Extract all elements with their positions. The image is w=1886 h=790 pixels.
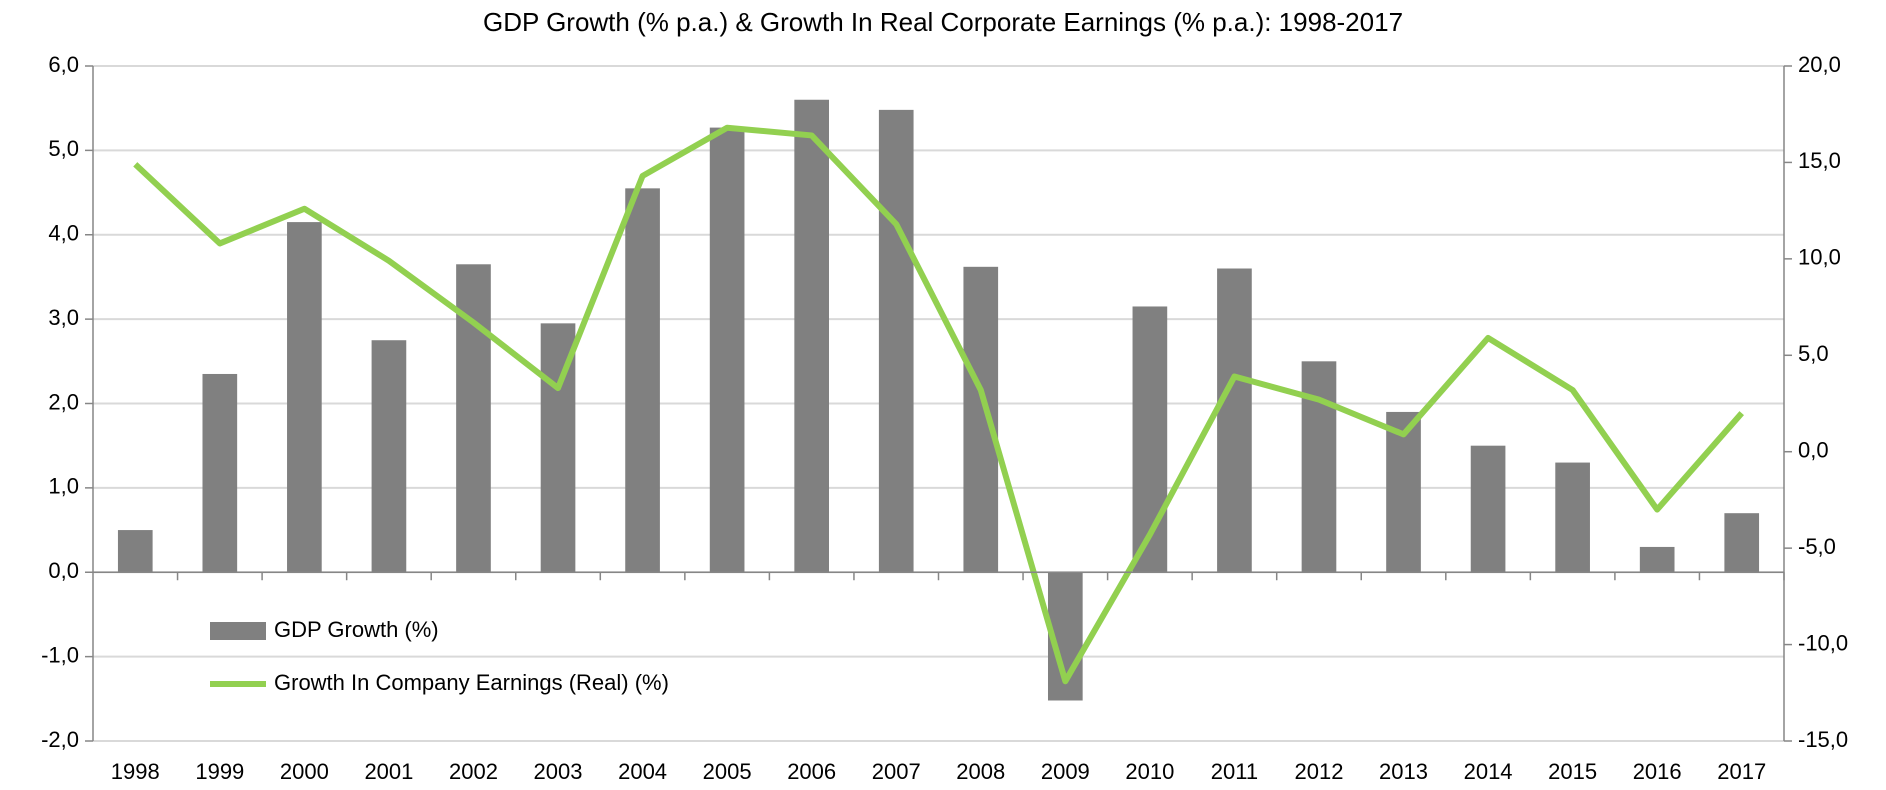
x-tick-label: 2014 bbox=[1464, 759, 1513, 784]
x-tick-label: 1998 bbox=[111, 759, 160, 784]
bar bbox=[963, 266, 999, 573]
x-tick-label: 2013 bbox=[1379, 759, 1428, 784]
y2-tick-label: 15,0 bbox=[1798, 148, 1841, 173]
bar bbox=[878, 109, 914, 573]
x-tick-label: 2010 bbox=[1125, 759, 1174, 784]
bar bbox=[1386, 411, 1421, 573]
y-tick-label: 5,0 bbox=[48, 136, 79, 161]
y2-tick-label: 10,0 bbox=[1798, 245, 1841, 270]
bar bbox=[117, 530, 153, 573]
bar bbox=[1132, 306, 1168, 573]
bar bbox=[1724, 513, 1760, 573]
legend-label: GDP Growth (%) bbox=[274, 617, 439, 642]
bar bbox=[625, 188, 660, 573]
x-tick-label: 2007 bbox=[872, 759, 921, 784]
bar bbox=[709, 127, 745, 573]
bar bbox=[1217, 268, 1252, 573]
x-tick-label: 2006 bbox=[787, 759, 836, 784]
y2-tick-label: 20,0 bbox=[1798, 52, 1841, 77]
y-tick-label: 1,0 bbox=[48, 474, 79, 499]
y-tick-label: 2,0 bbox=[48, 389, 79, 414]
y-tick-label: -1,0 bbox=[41, 642, 79, 667]
x-tick-label: 2008 bbox=[956, 759, 1005, 784]
bar bbox=[1470, 445, 1506, 573]
y-tick-label: 6,0 bbox=[48, 52, 79, 77]
y-tick-label: 0,0 bbox=[48, 558, 79, 583]
bar bbox=[1301, 361, 1337, 573]
bar bbox=[202, 373, 238, 573]
y2-tick-label: -15,0 bbox=[1798, 727, 1848, 752]
x-tick-label: 2012 bbox=[1294, 759, 1343, 784]
bar bbox=[1639, 546, 1675, 573]
x-tick-label: 2011 bbox=[1211, 759, 1258, 784]
x-tick-label: 2003 bbox=[534, 759, 583, 784]
x-tick-label: 2001 bbox=[364, 759, 413, 784]
legend-label: Growth In Company Earnings (Real) (%) bbox=[274, 670, 669, 695]
line bbox=[133, 124, 1744, 685]
x-tick-label: 2002 bbox=[449, 759, 498, 784]
y-tick-label: 3,0 bbox=[48, 305, 79, 330]
y-tick-label: 4,0 bbox=[48, 221, 79, 246]
x-tick-label: 2015 bbox=[1548, 759, 1597, 784]
legend-swatch bbox=[210, 622, 266, 640]
chart-title: GDP Growth (% p.a.) & Growth In Real Cor… bbox=[483, 7, 1403, 37]
x-tick-label: 2009 bbox=[1041, 759, 1090, 784]
bar bbox=[1555, 462, 1590, 573]
x-tick-label: 1999 bbox=[195, 759, 244, 784]
bar bbox=[371, 340, 407, 573]
y2-tick-label: -10,0 bbox=[1798, 630, 1848, 655]
y-tick-label: -2,0 bbox=[41, 727, 79, 752]
x-tick-label: 2017 bbox=[1717, 759, 1766, 784]
bar bbox=[794, 99, 830, 573]
x-tick-label: 2000 bbox=[280, 759, 329, 784]
x-tick-label: 2016 bbox=[1633, 759, 1682, 784]
y2-tick-label: 5,0 bbox=[1798, 341, 1829, 366]
y2-tick-label: -5,0 bbox=[1798, 534, 1836, 559]
x-tick-label: 2005 bbox=[703, 759, 752, 784]
y2-tick-label: 0,0 bbox=[1798, 438, 1829, 463]
bar bbox=[287, 222, 322, 573]
x-tick-label: 2004 bbox=[618, 759, 667, 784]
